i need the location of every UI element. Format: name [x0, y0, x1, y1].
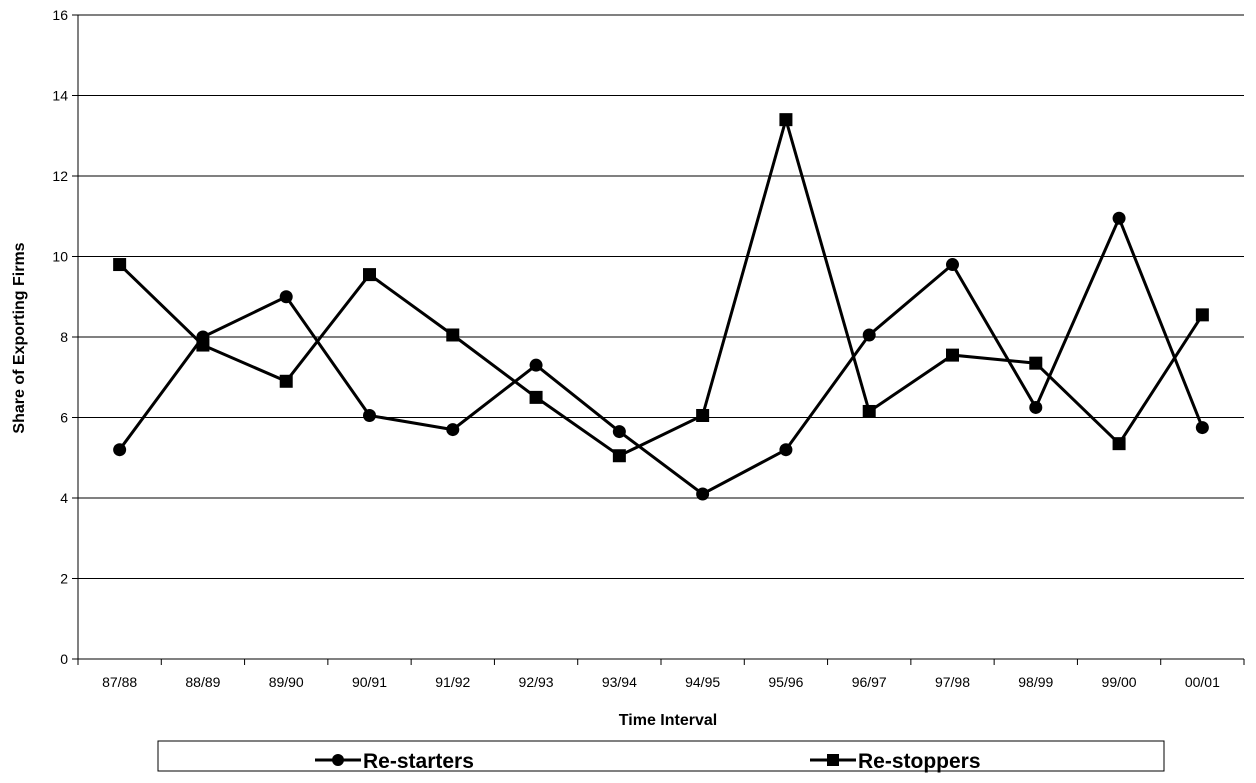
- gridlines: [78, 14, 1244, 579]
- y-tick-label-8: 8: [60, 329, 68, 345]
- series-line-re-stoppers: [118, 114, 1204, 458]
- x-tick-label-98-99: 98/99: [1018, 674, 1053, 690]
- x-tick-label-93-94: 93/94: [602, 674, 637, 690]
- x-tick-label-87-88: 87/88: [102, 674, 137, 690]
- y-tick-label-2: 2: [60, 571, 68, 587]
- x-tick-label-99-00: 99/00: [1102, 674, 1137, 690]
- point-re-starters-7: [696, 487, 710, 501]
- y-tick-label-4: 4: [60, 490, 68, 506]
- x-tick-label-96-97: 96/97: [852, 674, 887, 690]
- point-re-starters-13: [1195, 421, 1209, 435]
- legend-label-re-stoppers: Re-stoppers: [858, 750, 981, 773]
- y-tick-label-0: 0: [60, 651, 68, 667]
- point-re-starters-10: [946, 258, 959, 272]
- point-re-stoppers-12: [1112, 437, 1126, 451]
- point-re-starters-2: [279, 290, 293, 304]
- point-re-stoppers-5: [529, 390, 543, 404]
- legend-box: [157, 740, 1165, 772]
- y-axis-title: Share of Exporting Firms: [11, 242, 28, 433]
- legend-label-re-starters: Re-starters: [363, 750, 474, 773]
- point-re-starters-4: [446, 423, 460, 437]
- point-re-stoppers-3: [363, 268, 376, 282]
- point-re-stoppers-11: [1029, 356, 1043, 370]
- y-tick-label-16: 16: [52, 7, 68, 23]
- point-re-stoppers-7: [696, 408, 710, 422]
- x-tick-labels: 87/88 88/89 89/90 90/91 91/92 92/93 93/94 94/95…: [102, 674, 1220, 690]
- x-tick-label-88-89: 88/89: [185, 674, 220, 690]
- point-re-starters-5: [529, 358, 543, 372]
- legend-marker-re-starters: [332, 754, 344, 766]
- axes: [72, 14, 1245, 665]
- series-line-re-starters: [118, 214, 1204, 496]
- y-tick-label-14: 14: [52, 88, 68, 104]
- point-re-stoppers-8: [779, 113, 793, 127]
- x-tick-label-00-01: 00/01: [1185, 674, 1220, 690]
- point-re-stoppers-10: [946, 348, 959, 362]
- point-re-stoppers-0: [113, 258, 127, 272]
- x-axis-title: Time Interval: [619, 712, 717, 729]
- x-tick-label-94-95: 94/95: [685, 674, 720, 690]
- point-re-stoppers-4: [446, 328, 460, 342]
- y-tick-label-10: 10: [52, 249, 68, 265]
- series: [113, 113, 1209, 501]
- legend: Re-starters Re-stoppers: [157, 740, 1165, 773]
- y-tick-label-12: 12: [52, 168, 68, 184]
- point-re-starters-0: [113, 443, 127, 457]
- x-tick-label-95-96: 95/96: [768, 674, 803, 690]
- x-tick-label-90-91: 90/91: [352, 674, 387, 690]
- point-re-starters-9: [862, 328, 876, 342]
- y-tick-label-6: 6: [60, 410, 68, 426]
- point-re-stoppers-9: [862, 404, 876, 418]
- point-re-stoppers-1: [196, 338, 210, 352]
- point-re-stoppers-13: [1195, 308, 1209, 322]
- x-tick-label-92-93: 92/93: [519, 674, 554, 690]
- point-re-stoppers-6: [612, 449, 626, 463]
- y-tick-labels: 0 2 4 6 8 10 12 14 16: [52, 7, 68, 667]
- x-tick-label-89-90: 89/90: [269, 674, 304, 690]
- point-re-stoppers-2: [279, 374, 293, 388]
- x-tick-label-97-98: 97/98: [935, 674, 970, 690]
- legend-marker-re-stoppers: [827, 754, 839, 766]
- point-re-starters-3: [363, 408, 376, 422]
- point-re-starters-11: [1029, 400, 1043, 414]
- point-re-starters-6: [612, 425, 626, 439]
- x-tick-label-91-92: 91/92: [435, 674, 470, 690]
- point-re-starters-12: [1112, 211, 1126, 225]
- point-re-starters-8: [779, 443, 793, 457]
